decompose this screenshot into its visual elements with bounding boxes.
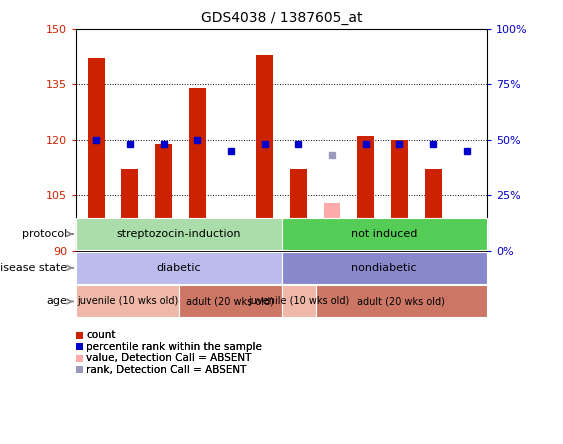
Text: age: age [47, 297, 68, 306]
Bar [256, 55, 273, 251]
Text: juvenile (10 wks old): juvenile (10 wks old) [248, 297, 349, 306]
Bar [290, 170, 307, 251]
Text: juvenile (10 wks old): juvenile (10 wks old) [77, 297, 178, 306]
Text: adult (20 wks old): adult (20 wks old) [358, 297, 445, 306]
Text: rank, Detection Call = ABSENT: rank, Detection Call = ABSENT [86, 365, 247, 375]
Text: disease state: disease state [0, 263, 68, 273]
Bar [222, 229, 239, 251]
Bar [324, 203, 341, 251]
Bar [122, 170, 138, 251]
Bar [155, 143, 172, 251]
Text: nondiabetic: nondiabetic [351, 263, 417, 273]
Text: diabetic: diabetic [157, 263, 201, 273]
Bar [458, 240, 475, 251]
Text: value, Detection Call = ABSENT: value, Detection Call = ABSENT [86, 353, 252, 363]
Bar [425, 170, 441, 251]
Bar [358, 136, 374, 251]
Text: rank, Detection Call = ABSENT: rank, Detection Call = ABSENT [86, 365, 247, 375]
Text: count: count [86, 330, 115, 340]
Bar [88, 59, 105, 251]
Bar [189, 88, 205, 251]
Text: streptozocin-induction: streptozocin-induction [117, 229, 241, 239]
Text: percentile rank within the sample: percentile rank within the sample [86, 342, 262, 352]
Text: count: count [86, 330, 115, 340]
Text: adult (20 wks old): adult (20 wks old) [186, 297, 274, 306]
Text: not induced: not induced [351, 229, 417, 239]
Text: value, Detection Call = ABSENT: value, Detection Call = ABSENT [86, 353, 252, 363]
Text: GDS4038 / 1387605_at: GDS4038 / 1387605_at [201, 11, 362, 25]
Bar [391, 140, 408, 251]
Text: protocol: protocol [23, 229, 68, 239]
Text: percentile rank within the sample: percentile rank within the sample [86, 342, 262, 352]
